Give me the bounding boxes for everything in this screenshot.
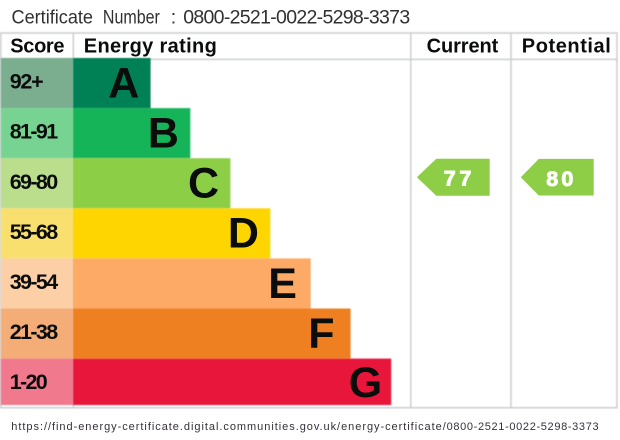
svg-text:B: B xyxy=(148,110,179,158)
svg-text:92+: 92+ xyxy=(10,70,44,94)
svg-text:Current: Current xyxy=(427,36,499,58)
svg-text:1-20: 1-20 xyxy=(10,370,48,394)
svg-text:55-68: 55-68 xyxy=(10,220,59,244)
svg-text:E: E xyxy=(268,260,297,308)
svg-text:F: F xyxy=(308,310,334,358)
svg-text:69-80: 69-80 xyxy=(10,170,59,194)
svg-text:D: D xyxy=(228,210,259,258)
svg-text:21-38: 21-38 xyxy=(10,320,59,344)
svg-text:Certificate: Certificate xyxy=(12,6,94,28)
svg-text:C: C xyxy=(188,160,219,208)
svg-text:Number: Number xyxy=(103,6,160,28)
svg-text:Energy rating: Energy rating xyxy=(84,36,217,58)
svg-text:Score: Score xyxy=(10,36,64,58)
svg-text:Potential: Potential xyxy=(522,36,611,58)
svg-text:81-91: 81-91 xyxy=(10,120,59,144)
svg-text:39-54: 39-54 xyxy=(10,270,59,294)
svg-text:G: G xyxy=(349,359,382,407)
svg-text:https://find-energy-certificat: https://find-energy-certificate.digital.… xyxy=(11,421,446,433)
svg-text:A: A xyxy=(108,59,139,107)
svg-text:0800-2521-0022-5298-3373: 0800-2521-0022-5298-3373 xyxy=(447,421,599,433)
svg-text::: : xyxy=(171,6,176,28)
svg-text:0800-2521-0022-5298-3373: 0800-2521-0022-5298-3373 xyxy=(183,6,410,28)
